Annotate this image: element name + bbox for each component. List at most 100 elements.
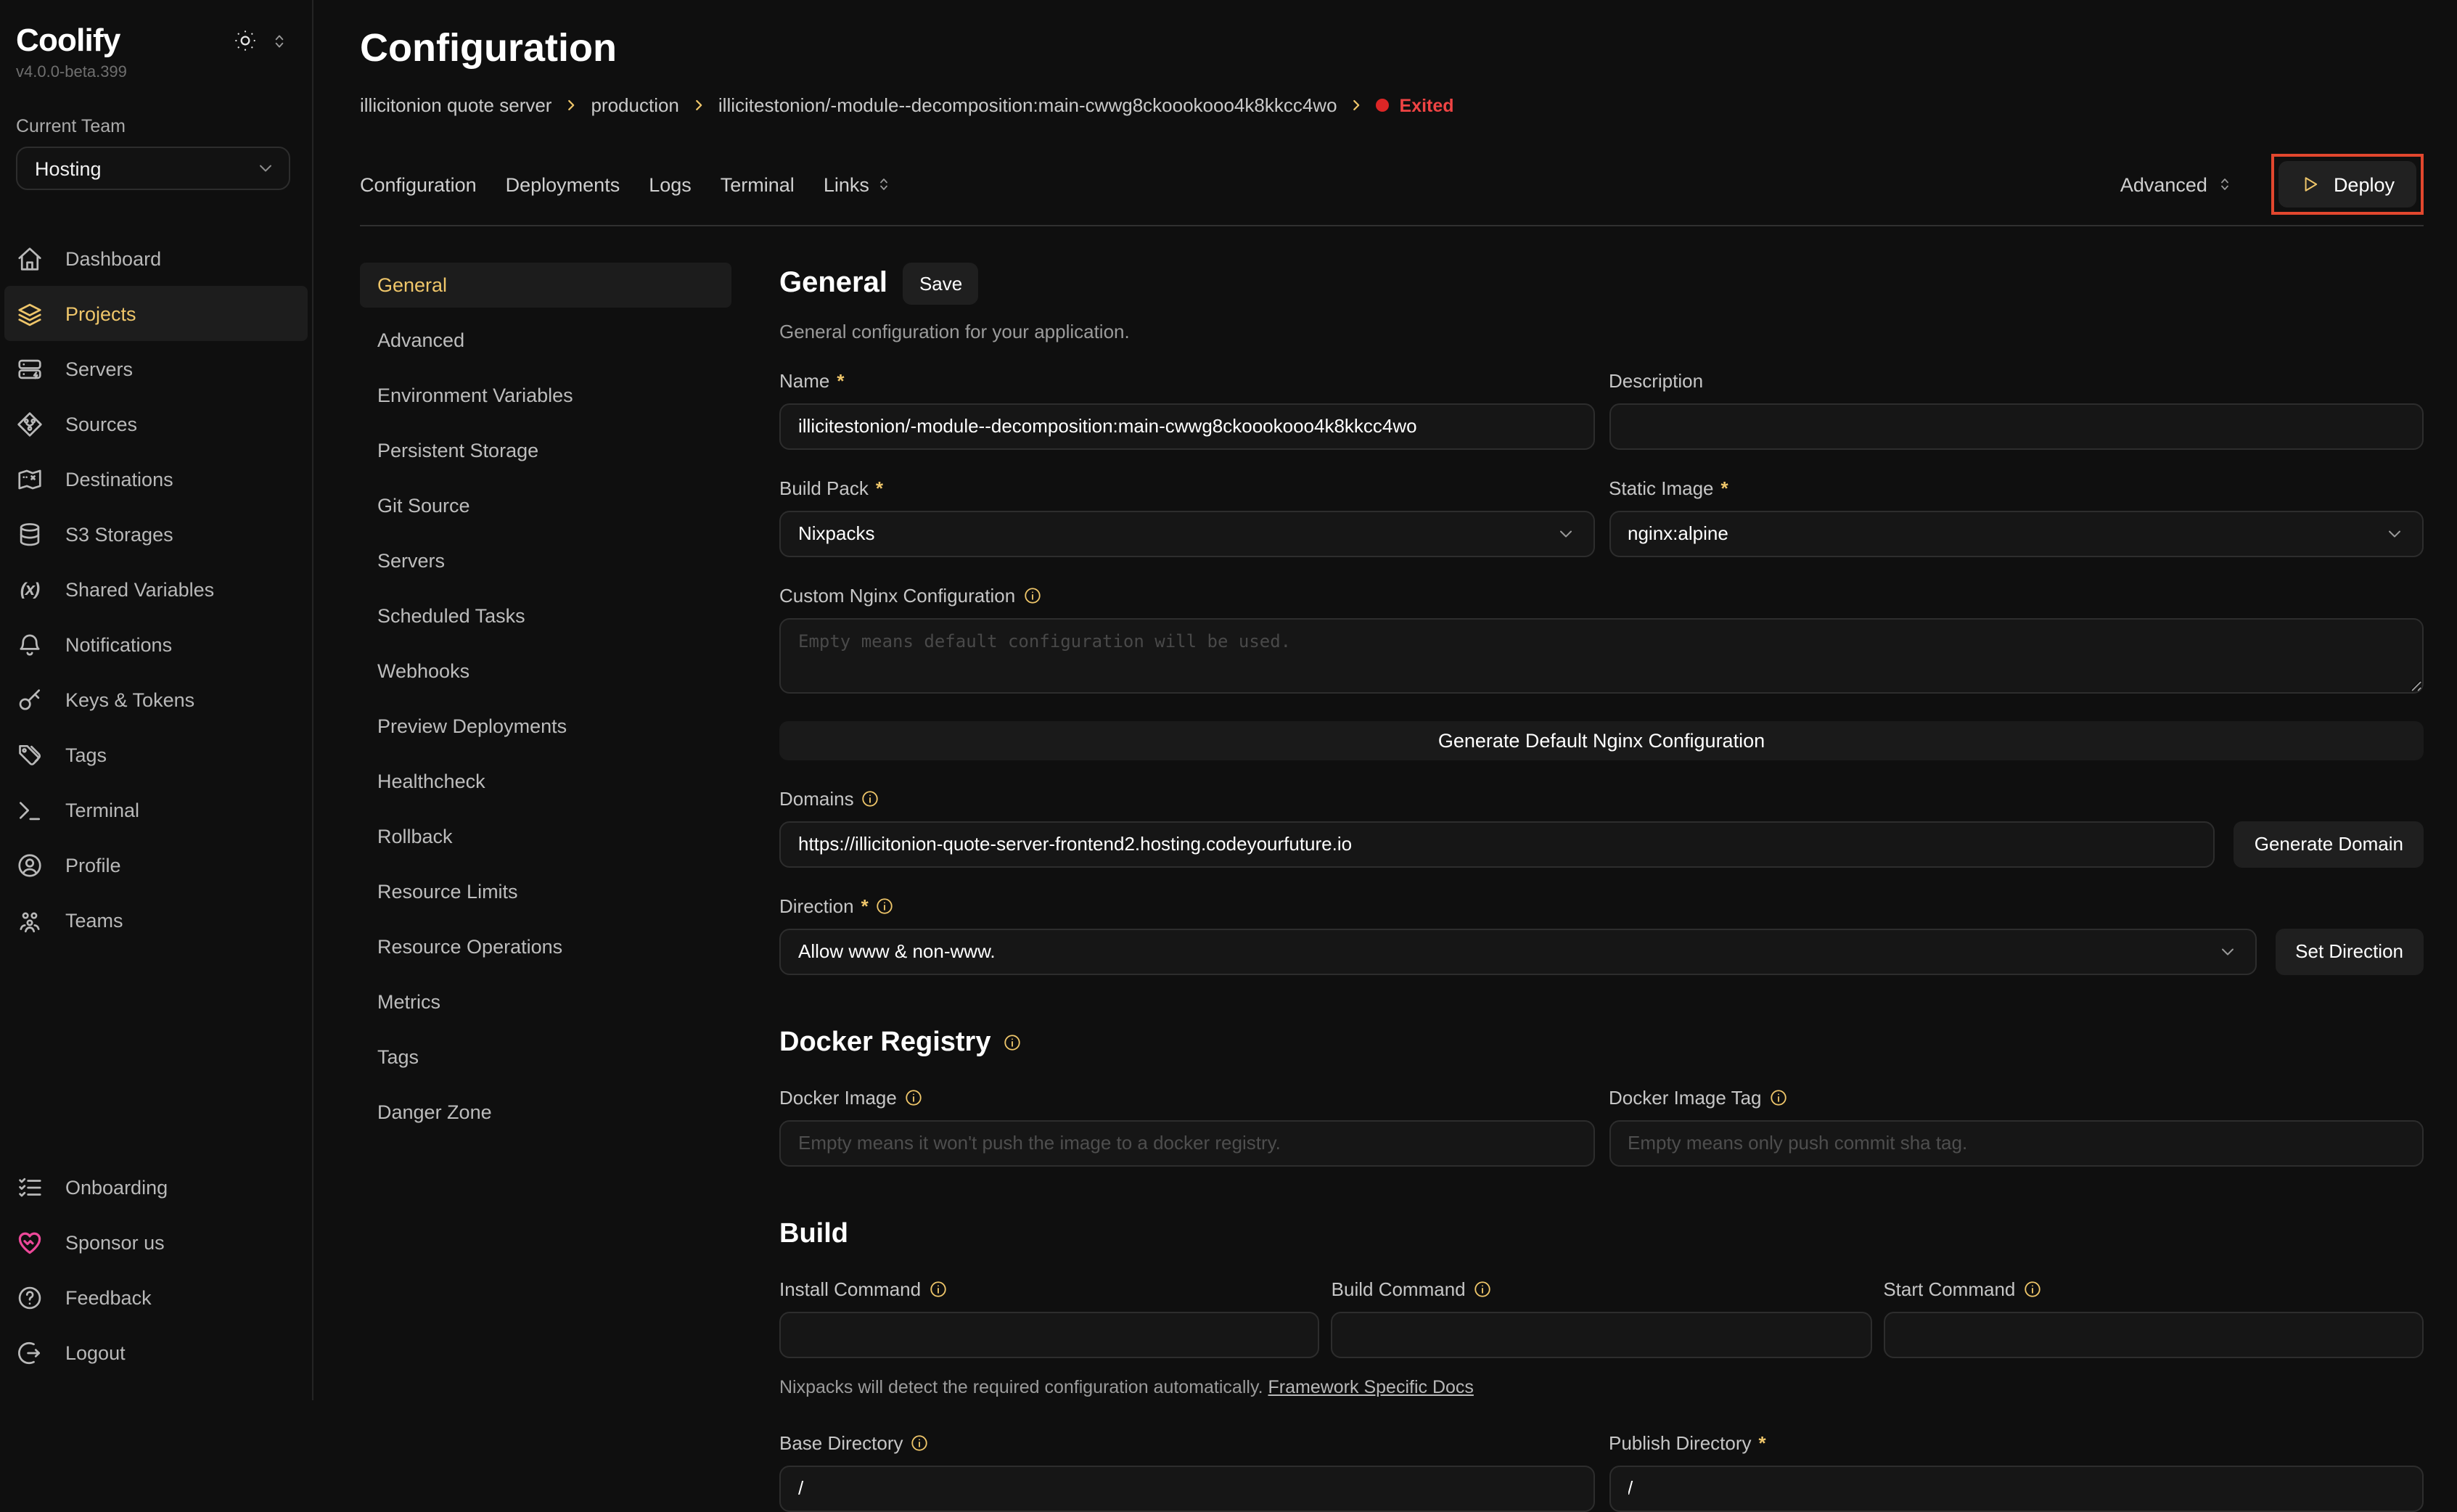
start-command-field: Start Command — [1883, 1278, 2424, 1358]
deploy-annotation-box: Deploy — [2271, 154, 2424, 215]
sidebar-item-s3-storages[interactable]: S3 Storages — [0, 506, 312, 562]
build-pack-select[interactable]: Nixpacks — [779, 510, 1594, 557]
deploy-button[interactable]: Deploy — [2278, 161, 2416, 208]
subnav-item-general[interactable]: General — [360, 262, 731, 308]
sidebar-item-servers[interactable]: Servers — [0, 341, 312, 396]
sidebar-item-teams[interactable]: Teams — [0, 892, 312, 948]
subnav-item-git-source[interactable]: Git Source — [377, 494, 470, 517]
domains-field: Domains Generate Domain — [779, 788, 2424, 868]
direction-label: Direction — [779, 895, 854, 917]
static-image-field: Static Image * nginx:alpine — [1609, 477, 2424, 557]
install-command-label: Install Command — [779, 1278, 922, 1300]
subnav-item-servers[interactable]: Servers — [377, 549, 446, 572]
docker-image-tag-input[interactable] — [1609, 1119, 2424, 1167]
generate-nginx-button[interactable]: Generate Default Nginx Configuration — [779, 720, 2424, 760]
info-icon — [861, 789, 880, 808]
tabs-divider — [360, 225, 2424, 226]
subnav-item-scheduled-tasks[interactable]: Scheduled Tasks — [377, 604, 525, 627]
sidebar-item-label: Keys & Tokens — [65, 689, 195, 710]
base-directory-input[interactable] — [779, 1465, 1594, 1512]
chevrons-up-down-icon — [2216, 176, 2234, 193]
direction-select[interactable]: Allow www & non-www. — [779, 928, 2257, 975]
subnav-item-healthcheck[interactable]: Healthcheck — [377, 770, 485, 792]
sidebar-item-shared-variables[interactable]: (x) Shared Variables — [0, 562, 312, 617]
sidebar-item-sources[interactable]: Sources — [0, 396, 312, 451]
sidebar: Coolify v4.0.0-beta.399 Current Team Hos… — [0, 0, 313, 1400]
users-icon — [16, 906, 44, 934]
save-button[interactable]: Save — [903, 262, 979, 305]
breadcrumb-environment[interactable]: production — [591, 94, 679, 116]
sidebar-item-notifications[interactable]: Notifications — [0, 617, 312, 672]
sidebar-item-feedback[interactable]: Feedback — [0, 1270, 312, 1325]
general-description: General configuration for your applicati… — [779, 320, 1130, 342]
tabs-row: Configuration Deployments Logs Terminal … — [360, 154, 2424, 215]
config-subnav: General Advanced Environment Variables P… — [360, 262, 731, 1400]
required-marker: * — [861, 895, 869, 917]
chevron-down-icon — [255, 158, 276, 178]
theme-sun-icon[interactable] — [234, 29, 257, 52]
tab-logs[interactable]: Logs — [649, 173, 692, 195]
sidebar-item-dashboard[interactable]: Dashboard — [0, 231, 312, 286]
subnav-item-resource-limits[interactable]: Resource Limits — [377, 880, 518, 903]
subnav-item-resource-operations[interactable]: Resource Operations — [377, 935, 563, 958]
description-input[interactable] — [1609, 403, 2424, 450]
publish-directory-input[interactable] — [1609, 1465, 2424, 1512]
sidebar-item-logout[interactable]: Logout — [0, 1325, 312, 1380]
static-image-select[interactable]: nginx:alpine — [1609, 510, 2424, 557]
sidebar-item-projects[interactable]: Projects — [4, 286, 308, 341]
name-input[interactable] — [779, 403, 1594, 450]
sidebar-nav: Dashboard Projects Servers Sources Desti… — [0, 231, 312, 948]
status-dot-icon — [1376, 99, 1390, 112]
subnav-item-danger-zone[interactable]: Danger Zone — [377, 1101, 492, 1123]
sidebar-item-tags[interactable]: Tags — [0, 727, 312, 782]
docker-image-input[interactable] — [779, 1119, 1594, 1167]
sidebar-item-label: Feedback — [65, 1286, 152, 1308]
breadcrumb-application[interactable]: illicitestonion/-module--decomposition:m… — [718, 94, 1337, 116]
info-icon — [1473, 1280, 1492, 1299]
subnav-item-rollback[interactable]: Rollback — [377, 825, 453, 847]
domains-label: Domains — [779, 787, 854, 810]
subnav-item-environment-variables[interactable]: Environment Variables — [377, 384, 573, 406]
team-select-value: Hosting — [35, 157, 102, 179]
generate-domain-button[interactable]: Generate Domain — [2234, 821, 2424, 868]
sidebar-item-keys-tokens[interactable]: Keys & Tokens — [0, 672, 312, 727]
subnav-item-persistent-storage[interactable]: Persistent Storage — [377, 439, 539, 461]
info-icon — [2022, 1280, 2041, 1299]
sidebar-item-destinations[interactable]: Destinations — [0, 451, 312, 506]
sidebar-item-onboarding[interactable]: Onboarding — [0, 1159, 312, 1215]
sidebar-item-sponsor[interactable]: Sponsor us — [0, 1215, 312, 1270]
sidebar-item-terminal[interactable]: Terminal — [0, 782, 312, 837]
tab-deployments[interactable]: Deployments — [505, 173, 620, 195]
tab-terminal[interactable]: Terminal — [720, 173, 795, 195]
subnav-item-tags[interactable]: Tags — [377, 1045, 419, 1068]
breadcrumb-project[interactable]: illicitonion quote server — [360, 94, 552, 116]
sidebar-item-label: S3 Storages — [65, 523, 173, 545]
theme-selector-icon[interactable] — [270, 31, 289, 50]
user-icon — [16, 851, 44, 879]
subnav-item-webhooks[interactable]: Webhooks — [377, 660, 470, 682]
advanced-dropdown[interactable]: Advanced — [2120, 173, 2234, 195]
general-form: General Save General configuration for y… — [779, 262, 2424, 1512]
layers-icon — [16, 300, 44, 327]
start-command-input[interactable] — [1883, 1311, 2424, 1358]
install-command-input[interactable] — [779, 1311, 1320, 1358]
framework-docs-link[interactable]: Framework Specific Docs — [1268, 1376, 1474, 1397]
sidebar-item-profile[interactable]: Profile — [0, 837, 312, 892]
subnav-item-metrics[interactable]: Metrics — [377, 990, 440, 1013]
tab-configuration[interactable]: Configuration — [360, 173, 477, 195]
subnav-item-preview-deployments[interactable]: Preview Deployments — [377, 715, 567, 737]
domains-input[interactable] — [779, 821, 2215, 868]
subnav-item-advanced[interactable]: Advanced — [377, 329, 465, 351]
set-direction-button[interactable]: Set Direction — [2275, 928, 2424, 975]
custom-nginx-textarea[interactable] — [779, 617, 2424, 694]
build-command-input[interactable] — [1331, 1311, 1872, 1358]
status-badge: Exited — [1376, 95, 1454, 115]
tab-links[interactable]: Links — [824, 173, 893, 195]
sidebar-item-label: Teams — [65, 909, 123, 931]
checklist-icon — [16, 1173, 44, 1201]
custom-nginx-field: Custom Nginx Configuration — [779, 585, 2424, 701]
general-heading: General — [779, 266, 887, 299]
info-icon — [1022, 586, 1041, 605]
team-select[interactable]: Hosting — [16, 147, 290, 190]
